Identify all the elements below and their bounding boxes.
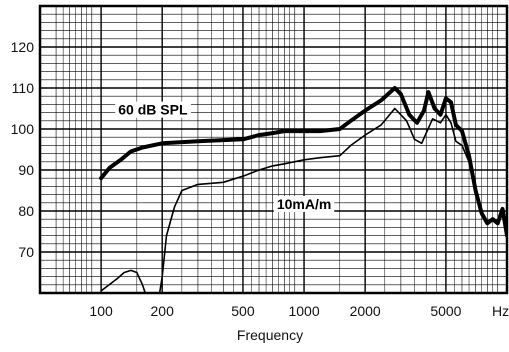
x-tick-label: 500: [231, 303, 255, 319]
annotation-background: [273, 195, 335, 212]
grid-major: [40, 6, 507, 293]
x-tick-label: 2000: [350, 303, 381, 319]
y-tick-label: 120: [11, 39, 35, 55]
annotation-background: [115, 101, 191, 118]
y-tick-labels: 70 80 90 100 110 120: [11, 39, 35, 260]
x-tick-label: 5000: [430, 303, 461, 319]
y-tick-label: 70: [18, 244, 34, 260]
x-tick-label: 200: [151, 303, 175, 319]
series-line-2: [100, 107, 507, 293]
y-tick-label: 110: [12, 80, 35, 96]
plot-frame: [38, 4, 509, 295]
x-tick-labels: 100 200 500 1000 2000 5000 Hz: [89, 303, 509, 319]
series-line-1: [99, 86, 507, 238]
series-annotation: 10mA/m: [277, 196, 331, 212]
x-tick-label: 1000: [288, 303, 319, 319]
series-annotation: 60 dB SPL: [118, 102, 188, 118]
x-tick-label: Hz: [492, 303, 509, 319]
grid-minor: [40, 6, 507, 293]
y-tick-label: 100: [11, 121, 35, 137]
x-axis-title: Frequency: [237, 327, 303, 343]
series-annotations: 60 dB SPL 10mA/m: [115, 101, 335, 212]
y-tick-label: 90: [18, 162, 34, 178]
x-tick-label: 100: [89, 303, 113, 319]
series-layer: [99, 86, 507, 293]
y-tick-label: 80: [18, 203, 34, 219]
